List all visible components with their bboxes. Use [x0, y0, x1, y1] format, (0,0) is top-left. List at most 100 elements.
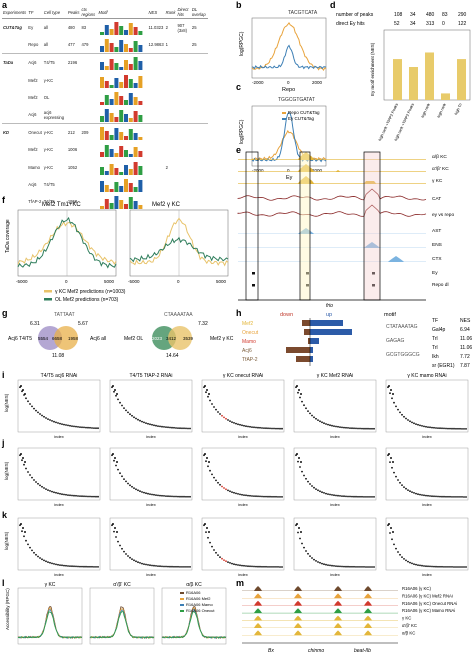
ijk-point	[95, 495, 97, 498]
ijk-point	[457, 427, 459, 430]
ijk-xlabel: index	[238, 502, 248, 507]
panel-m: R16A06 (γ KC) R16A06 (γ KC) Mef2 RNAi R16A…	[242, 586, 457, 654]
m-track-signal	[242, 593, 398, 599]
ijk-point	[221, 485, 223, 488]
ijk-point	[217, 411, 219, 413]
table-cell	[148, 159, 165, 176]
ijk-point	[257, 426, 259, 429]
panel-e-label: e	[236, 145, 242, 155]
ijk-point	[257, 495, 259, 498]
h-down-bar	[296, 356, 310, 362]
d-category: high rank	[421, 103, 431, 119]
table-cell	[98, 36, 148, 54]
ijk-point	[143, 421, 145, 424]
ijk-point	[51, 420, 53, 422]
table-row: CUT&Tag Ey all 480 83 11.0323 2 907 (3x8) 25	[2, 18, 208, 37]
table-cell: γ-KC	[43, 77, 54, 83]
table-cell: 480	[66, 18, 81, 37]
ijk-point	[317, 489, 319, 492]
ijk-point	[425, 565, 427, 568]
table-cell: Mef2	[28, 94, 38, 100]
ijk-point	[369, 427, 371, 430]
g-venn2-left: Mef2 OL	[124, 336, 143, 342]
ijk-point	[207, 536, 209, 539]
ijk-point	[20, 385, 22, 387]
table-cell: 83	[80, 18, 98, 37]
e-track-label: Ey	[432, 270, 438, 276]
ijk-point	[390, 389, 392, 391]
ijk-point	[93, 495, 95, 498]
ijk-point	[141, 420, 143, 423]
ijk-point	[249, 565, 251, 568]
e-track-label: CTX	[432, 256, 442, 262]
ijk-point	[391, 397, 393, 400]
table-cell: 1	[165, 42, 168, 48]
ijk-point	[299, 466, 301, 468]
ijk-point	[183, 495, 185, 498]
c-xtick-1: 0	[287, 168, 290, 173]
ijk-point	[439, 495, 441, 498]
col-tf: TF	[27, 6, 43, 19]
ijk-point	[351, 565, 353, 568]
ijk-point	[425, 425, 427, 428]
ijk-point	[147, 564, 149, 566]
ijk-point	[459, 427, 461, 430]
table-cell	[164, 53, 177, 72]
ijk-point	[69, 494, 71, 497]
ijk-point	[367, 496, 369, 498]
ijk-point	[345, 426, 347, 429]
ijk-point	[321, 491, 323, 494]
ijk-point	[327, 564, 329, 566]
ijk-point	[253, 565, 255, 568]
ijk-point	[307, 410, 309, 412]
ijk-axes	[17, 379, 101, 433]
ijk-point	[219, 556, 221, 558]
ijk-point	[411, 562, 413, 565]
ijk-point	[167, 495, 169, 498]
ijk-point	[20, 453, 22, 455]
ijk-point	[23, 535, 25, 538]
ijk-point	[393, 471, 395, 474]
ijk-point	[341, 495, 343, 497]
g-venn2-a: 2023	[152, 336, 163, 341]
ijk-point	[397, 479, 399, 481]
ijk-point	[267, 427, 269, 430]
ijk-point	[337, 494, 339, 497]
ijk-point	[329, 564, 331, 567]
ijk-point	[83, 565, 85, 568]
table-cell	[67, 176, 81, 193]
table-cell	[80, 89, 97, 106]
table-cell	[165, 89, 177, 106]
ijk-point	[269, 427, 271, 430]
ijk-point	[177, 565, 179, 568]
l-line	[17, 605, 83, 639]
motif-logo	[99, 22, 142, 36]
ijk-point	[37, 411, 39, 414]
g-venn1-top-right: 5.67	[78, 321, 88, 327]
f-ylabel: TaDa coverage	[5, 219, 11, 253]
h-table-nes: 7.72	[460, 354, 470, 360]
table-cell: Repo	[28, 42, 39, 48]
ijk-point	[403, 415, 405, 418]
ijk-point	[77, 495, 79, 497]
ijk-title: γ KC mamo RNAi	[407, 373, 446, 379]
ijk-point	[177, 427, 179, 429]
group-label	[2, 89, 27, 106]
ijk-axes	[109, 379, 193, 433]
ijk-point	[85, 565, 87, 568]
e-peak-mark	[372, 284, 375, 287]
ijk-point	[309, 412, 311, 415]
ijk-point	[349, 495, 351, 498]
panel-g-label: g	[2, 308, 8, 318]
ijk-point	[343, 565, 345, 568]
ijk-point	[441, 565, 443, 568]
f-legend-gkc-swatch	[44, 290, 52, 293]
ijk-point	[161, 494, 163, 497]
e-box-2	[299, 151, 311, 301]
c-legend-repo: Repo CUT&Tag	[288, 110, 320, 115]
ijk-plot: γ KC Mef2 RNAi index	[293, 373, 377, 439]
h-up-bar	[310, 320, 343, 326]
ijk-xlabel: index	[54, 572, 64, 577]
table-cell: 25	[191, 42, 197, 48]
ijk-point	[211, 545, 213, 548]
